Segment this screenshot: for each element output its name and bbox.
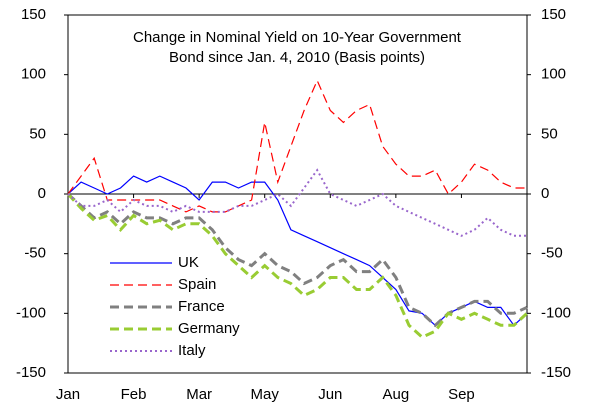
- x-tick-label: Aug: [383, 386, 410, 403]
- x-tick-label: Feb: [121, 386, 147, 403]
- legend-label: Germany: [178, 320, 240, 337]
- y2-tick-label: -50: [541, 245, 563, 262]
- x-tick-label: Jun: [318, 386, 342, 403]
- y2-tick-label: 150: [541, 6, 566, 23]
- y-tick-label: 150: [21, 6, 46, 23]
- x-tick-label: Mar: [186, 386, 212, 403]
- chart-title: Change in Nominal Yield on 10-Year Gover…: [133, 29, 462, 46]
- y2-tick-label: 100: [541, 66, 566, 83]
- y2-tick-label: -100: [541, 304, 571, 321]
- series-line: [67, 79, 527, 213]
- y2-tick-label: 50: [541, 125, 558, 142]
- legend-label: Spain: [178, 276, 216, 293]
- y-tick-label: -150: [16, 364, 46, 381]
- y2-tick-label: 0: [541, 185, 549, 202]
- series-line: [67, 168, 527, 237]
- chart-title: Bond since Jan. 4, 2010 (Basis points): [169, 49, 425, 66]
- y2-tick-label: -150: [541, 364, 571, 381]
- y-tick-label: 0: [38, 185, 46, 202]
- y-tick-label: -50: [24, 245, 46, 262]
- y-tick-label: -100: [16, 304, 46, 321]
- legend-label: Italy: [178, 342, 206, 359]
- series-line: [66, 192, 528, 328]
- legend-label: UK: [178, 254, 199, 271]
- y-tick-label: 50: [29, 125, 46, 142]
- x-tick-label: May: [251, 386, 280, 403]
- x-tick-label: Sep: [448, 386, 475, 403]
- x-tick-label: Jan: [56, 386, 80, 403]
- legend-label: France: [178, 298, 225, 315]
- series-line: [66, 192, 529, 339]
- y-tick-label: 100: [21, 66, 46, 83]
